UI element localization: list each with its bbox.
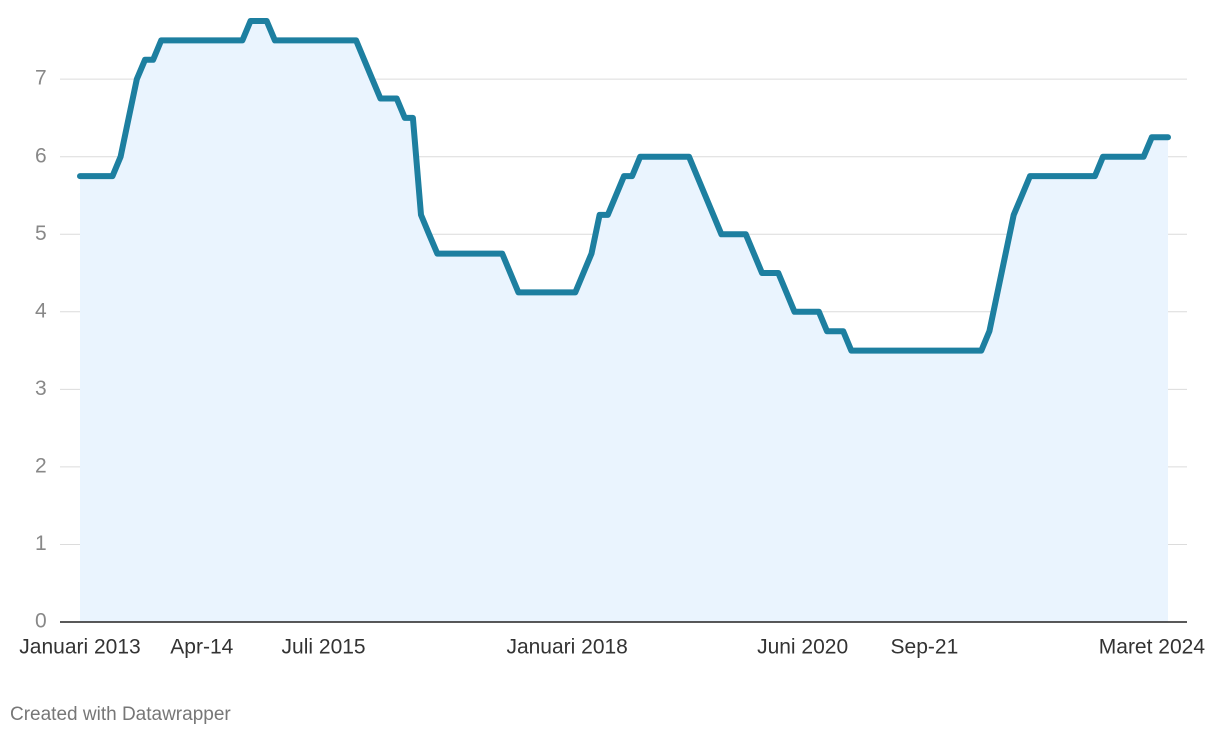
x-tick-label: Juni 2020 <box>757 636 848 659</box>
y-tick-label: 3 <box>35 377 47 400</box>
x-tick-label: Sep-21 <box>891 636 959 659</box>
x-tick-label: Maret 2024 <box>1099 636 1206 659</box>
y-tick-label: 6 <box>35 144 47 167</box>
credit: Created with Datawrapper <box>10 704 231 725</box>
x-tick-label: Apr-14 <box>170 636 233 659</box>
y-tick-label: 1 <box>35 532 47 555</box>
y-tick-label: 0 <box>35 610 47 633</box>
line <box>77 18 1171 354</box>
x-tick-label: Januari 2013 <box>19 636 140 659</box>
x-tick-label: Juli 2015 <box>282 636 366 659</box>
y-tick-label: 7 <box>35 67 47 90</box>
x-tick-label: Januari 2018 <box>506 636 627 659</box>
y-tick-label: 5 <box>35 222 47 245</box>
area <box>80 21 1168 622</box>
y-tick-label: 4 <box>35 299 47 322</box>
y-tick-label: 2 <box>35 454 47 477</box>
